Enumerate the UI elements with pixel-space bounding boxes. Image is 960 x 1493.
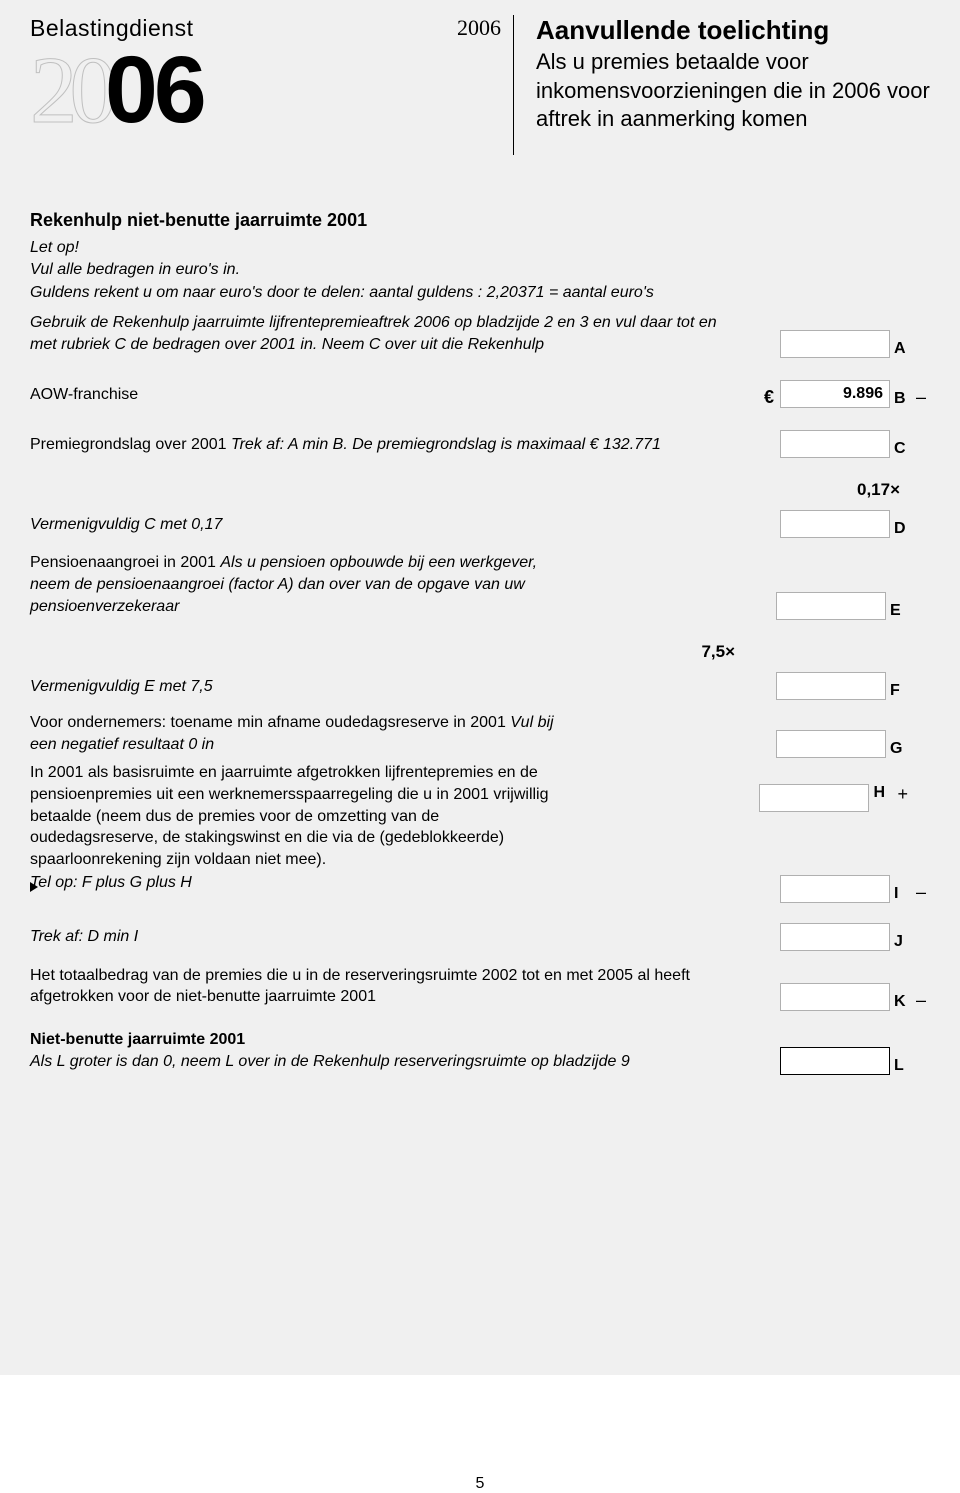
label-intro: Gebruik de Rekenhulp jaarruimte lijfrent…	[30, 312, 750, 358]
row-d: Vermenigvuldig C met 0,17 D	[30, 508, 930, 538]
field-a[interactable]	[780, 330, 890, 358]
cells-g: G	[548, 730, 908, 758]
euro-symbol: €	[764, 387, 774, 408]
letter-e: E	[890, 602, 908, 620]
letter-k: K	[894, 993, 912, 1011]
label-trekaf: Trek af: D min I	[30, 926, 750, 951]
op-k: –	[916, 990, 930, 1011]
row-g: Voor ondernemers: toename min afname oud…	[30, 712, 930, 758]
section-title: Rekenhulp niet-benutte jaarruimte 2001	[30, 210, 930, 231]
op-i: –	[916, 882, 930, 903]
note-guldens: Guldens rekent u om naar euro's door te …	[30, 282, 930, 304]
title-column: Aanvullende toelichting Als u premies be…	[536, 15, 930, 134]
row-k: Het totaalbedrag van de premies die u in…	[30, 965, 930, 1011]
pensioen-pre: Pensioenaangroei in 2001	[30, 554, 220, 571]
label-totaal: Het totaalbedrag van de premies die u in…	[30, 965, 750, 1011]
letter-g: G	[890, 740, 908, 758]
op-b: –	[916, 387, 930, 408]
field-i[interactable]	[780, 875, 890, 903]
cells-k: K –	[750, 983, 930, 1011]
field-k[interactable]	[780, 983, 890, 1011]
cells-i: I –	[750, 875, 930, 903]
year-solid: 06	[105, 37, 203, 143]
note-euro: Vul alle bedragen in euro's in.	[30, 259, 930, 281]
row-l: Niet-benutte jaarruimte 2001 Als L grote…	[30, 1029, 930, 1075]
note-letop: Let op!	[30, 237, 930, 259]
label-niet: Niet-benutte jaarruimte 2001 Als L grote…	[30, 1029, 750, 1075]
cells-f: F	[548, 672, 908, 700]
aow-value: 9.896	[843, 385, 883, 403]
niet-text: Als L groter is dan 0, neem L over in de…	[30, 1051, 735, 1073]
letter-i: I	[894, 885, 912, 903]
label-vermc: Vermenigvuldig C met 0,17	[30, 514, 750, 539]
cells-d: D	[750, 510, 930, 538]
field-l[interactable]	[780, 1047, 890, 1075]
row-e: Pensioenaangroei in 2001 Als u pensioen …	[30, 552, 930, 620]
row-f: Vermenigvuldig E met 7,5 F	[30, 670, 930, 700]
row-b: AOW-franchise € 9.896 B –	[30, 378, 930, 408]
letter-b: B	[894, 390, 912, 408]
arrow-icon	[30, 882, 38, 892]
cells-j: J	[750, 923, 930, 951]
premie-it: Trek af: A min B. De premiegrondslag is …	[231, 436, 661, 453]
label-ondernemers: Voor ondernemers: toename min afname oud…	[30, 712, 570, 758]
field-h[interactable]	[759, 784, 869, 812]
year-small: 2006	[457, 15, 514, 155]
letter-f: F	[890, 682, 908, 700]
doc-subtitle: Als u premies betaalde voor inkomensvoor…	[536, 48, 930, 134]
letter-l: L	[894, 1057, 912, 1075]
field-c[interactable]	[780, 430, 890, 458]
page-number: 5	[0, 1445, 960, 1493]
form-page: Belastingdienst 2006 2006 Aanvullende to…	[0, 0, 960, 1375]
letter-c: C	[894, 440, 912, 458]
field-f[interactable]	[776, 672, 886, 700]
field-j[interactable]	[780, 923, 890, 951]
op-plus: +	[897, 784, 908, 805]
brand-column: Belastingdienst 2006	[30, 15, 435, 131]
label-verme: Vermenigvuldig E met 7,5	[30, 676, 570, 701]
ond-pre: Voor ondernemers: toename min afname oud…	[30, 714, 510, 731]
cells-h: H +	[548, 762, 908, 812]
cells-l: L	[750, 1047, 930, 1075]
year-logo: 2006	[30, 50, 435, 131]
label-pensioen: Pensioenaangroei in 2001 Als u pensioen …	[30, 552, 570, 620]
label-aow: AOW-franchise	[30, 384, 750, 409]
letter-j: J	[894, 933, 912, 951]
premie-pre: Premiegrondslag over 2001	[30, 436, 231, 453]
doc-title: Aanvullende toelichting	[536, 15, 930, 46]
cells-a: A	[750, 330, 930, 358]
letter-d: D	[894, 520, 912, 538]
cells-b: € 9.896 B –	[750, 380, 930, 408]
mult-75: 7,5×	[30, 642, 930, 662]
mult-017: 0,17×	[30, 480, 930, 500]
cells-c: C	[750, 430, 930, 458]
row-c: Premiegrondslag over 2001 Trek af: A min…	[30, 428, 930, 458]
field-d[interactable]	[780, 510, 890, 538]
letter-a: A	[894, 340, 912, 358]
field-e[interactable]	[776, 592, 886, 620]
field-b: 9.896	[780, 380, 890, 408]
niet-title: Niet-benutte jaarruimte 2001	[30, 1029, 735, 1051]
field-g[interactable]	[776, 730, 886, 758]
year-ghost: 20	[30, 37, 109, 143]
row-a: Gebruik de Rekenhulp jaarruimte lijfrent…	[30, 312, 930, 358]
page-header: Belastingdienst 2006 2006 Aanvullende to…	[30, 0, 930, 155]
cells-e: E	[548, 592, 908, 620]
label-premie: Premiegrondslag over 2001 Trek af: A min…	[30, 434, 750, 459]
row-j: Trek af: D min I J	[30, 921, 930, 951]
form-area: Gebruik de Rekenhulp jaarruimte lijfrent…	[30, 312, 930, 1075]
in2001-text: In 2001 als basisruimte en jaarruimte af…	[30, 764, 549, 867]
row-i: I –	[30, 873, 930, 903]
label-i-empty	[30, 878, 750, 903]
letter-h: H	[873, 784, 891, 802]
